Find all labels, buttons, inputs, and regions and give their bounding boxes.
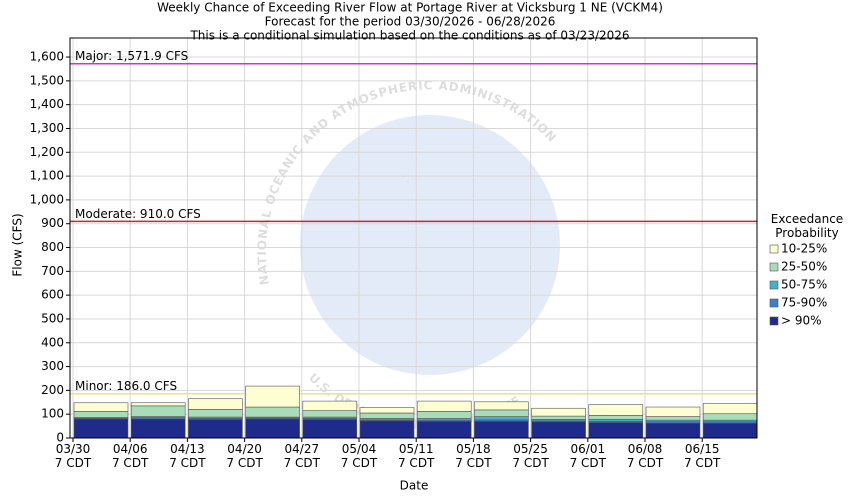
- watermark: NATIONAL OCEANIC AND ATMOSPHERIC ADMINIS…: [254, 78, 560, 432]
- y-tick-label: 1,000: [30, 192, 64, 206]
- y-tick-label: 800: [41, 240, 64, 254]
- chart-subtitle: Forecast for the period 03/30/2026 - 06/…: [265, 15, 556, 29]
- bar-segment: [531, 407, 586, 417]
- bar-segment: [302, 419, 358, 439]
- bar-segment: [416, 421, 472, 439]
- y-tick-label: 1,600: [30, 50, 64, 64]
- watermark-disc: [300, 115, 560, 375]
- bar-segment: [245, 385, 300, 408]
- legend-swatch: [769, 316, 779, 326]
- x-tick-label: 04/06 7 CDT: [111, 442, 149, 470]
- x-tick-label: 03/30 7 CDT: [54, 442, 92, 470]
- bar-segment: [188, 409, 243, 418]
- bar-segment: [245, 406, 300, 418]
- y-tick-label: 900: [41, 216, 64, 230]
- y-tick-label: 100: [41, 407, 64, 421]
- legend-swatch: [769, 298, 779, 308]
- x-tick-label: 06/01 7 CDT: [569, 442, 606, 470]
- y-tick-label: 1,300: [30, 121, 64, 135]
- bar-segment: [588, 415, 644, 420]
- x-tick-label: 04/13 7 CDT: [169, 442, 206, 470]
- bar-segment: [645, 422, 701, 439]
- x-tick-label: 04/20 7 CDT: [226, 442, 263, 470]
- x-tick-label: 06/15 7 CDT: [683, 442, 721, 470]
- bar-segment: [359, 412, 415, 419]
- legend-swatch: [769, 280, 779, 290]
- bar-segment: [531, 415, 586, 420]
- bar-segment: [130, 418, 186, 439]
- bar-segment: [416, 400, 472, 412]
- y-tick-label: 1,400: [30, 97, 64, 111]
- y-axis-label: Flow (CFS): [11, 213, 25, 276]
- y-tick-label: 600: [41, 288, 64, 302]
- y-tick-label: 1,100: [30, 169, 64, 183]
- legend-label: 50-75%: [781, 278, 827, 292]
- bar-segment: [245, 418, 300, 439]
- bar-segment: [474, 421, 529, 439]
- legend-label: 25-50%: [781, 260, 827, 274]
- x-tick-label: 05/04 7 CDT: [340, 442, 378, 470]
- bar-segment: [531, 421, 586, 439]
- bar-segment: [130, 405, 186, 417]
- y-tick-label: 700: [41, 264, 64, 278]
- bar-segment: [588, 422, 644, 439]
- bar-segment: [416, 411, 472, 419]
- y-tick-label: 300: [41, 359, 64, 373]
- x-tick-label: 04/27 7 CDT: [283, 442, 320, 470]
- bar-segment: [359, 407, 415, 414]
- legend-label: 10-25%: [781, 242, 827, 256]
- bar-segment: [73, 411, 129, 418]
- bar-segment: [588, 404, 644, 416]
- y-tick-label: 200: [41, 383, 64, 397]
- y-tick-label: 0: [56, 431, 64, 445]
- plot-frame: [69, 37, 758, 439]
- bar-segment: [645, 406, 701, 417]
- x-tick-label: 06/08 7 CDT: [626, 442, 664, 470]
- x-tick-label: 05/18 7 CDT: [455, 442, 492, 470]
- bar-segment: [188, 398, 243, 410]
- bar-segment: [702, 403, 758, 415]
- legend-swatch: [769, 262, 779, 272]
- legend-label: > 90%: [781, 314, 822, 328]
- chart-title: Weekly Chance of Exceeding River Flow at…: [157, 1, 663, 15]
- bar-segment: [702, 422, 758, 439]
- threshold-label: Major: 1,571.9 CFS: [75, 49, 188, 63]
- bar-segment: [302, 410, 358, 418]
- legend-label: 75-90%: [781, 296, 827, 310]
- y-tick-label: 500: [41, 311, 64, 325]
- legend-title: Exceedance Probability: [770, 212, 844, 240]
- y-tick-label: 400: [41, 335, 64, 349]
- bar-segment: [130, 402, 186, 407]
- bar-segment: [702, 413, 758, 421]
- bar-segment: [73, 402, 129, 412]
- bar-segment: [73, 418, 129, 439]
- bar-segment: [359, 420, 415, 439]
- x-axis-label: Date: [400, 479, 429, 493]
- bar-segment: [474, 409, 529, 417]
- bar-segment: [474, 416, 529, 421]
- bar-segment: [302, 400, 358, 411]
- chart-subtitle: This is a conditional simulation based o…: [189, 29, 629, 43]
- watermark-text: NOAA: [401, 173, 440, 187]
- y-tick-label: 1,500: [30, 73, 64, 87]
- x-tick-label: 05/25 7 CDT: [512, 442, 549, 470]
- legend-swatch: [769, 244, 779, 254]
- bar-segment: [474, 401, 529, 411]
- x-tick-label: 05/11 7 CDT: [397, 442, 435, 470]
- bar-segment: [188, 419, 243, 439]
- threshold-label: Moderate: 910.0 CFS: [75, 207, 201, 221]
- y-tick-label: 1,200: [30, 145, 64, 159]
- threshold-label: Minor: 186.0 CFS: [75, 379, 177, 393]
- bar-segment: [645, 416, 701, 421]
